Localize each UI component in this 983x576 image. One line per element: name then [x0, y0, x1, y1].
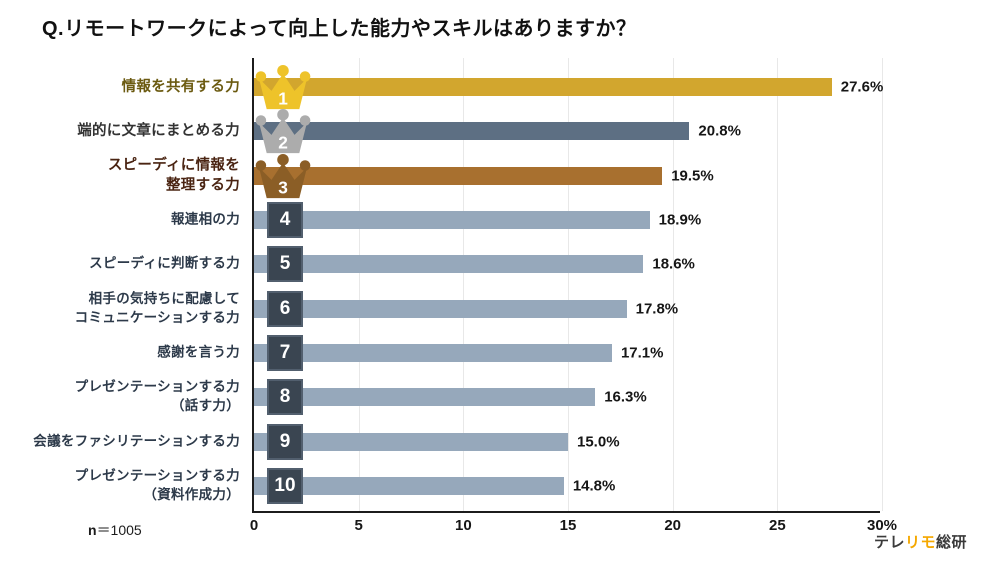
gridline	[672, 58, 674, 511]
brand-logo-part: リモ	[904, 534, 936, 551]
svg-text:1: 1	[278, 88, 288, 108]
sample-size-prefix: n	[88, 522, 97, 538]
x-tick-label: 20	[664, 517, 681, 534]
gridline	[358, 58, 360, 511]
value-label: 18.6%	[652, 255, 695, 273]
rank-number-badge: 7	[267, 334, 303, 371]
crown-icon: 1	[255, 64, 311, 110]
category-label: スピーディに判断する力	[89, 255, 240, 271]
rank-number-badge: 10	[267, 467, 303, 504]
gridline	[463, 58, 465, 511]
rank-crown-badge: 1	[255, 64, 311, 117]
x-tick-label: 15	[559, 517, 577, 534]
value-label: 14.8%	[572, 477, 616, 495]
svg-text:2: 2	[278, 133, 288, 153]
category-label: 端的に文章にまとめる力	[77, 123, 240, 140]
gridline	[568, 58, 569, 511]
value-label: 20.8%	[698, 122, 741, 140]
bar	[254, 343, 612, 362]
category-label: プレゼンテーションする力 （話す力）	[74, 379, 240, 414]
category-label: 会議をファシリテーションする力	[33, 433, 240, 449]
x-tick-label: 5	[354, 517, 363, 534]
bar	[254, 210, 650, 229]
bar	[254, 476, 564, 495]
sample-size-note: n＝1005	[88, 520, 142, 540]
sample-size-value: ＝1005	[96, 522, 142, 538]
value-label: 15.0%	[577, 433, 620, 451]
category-label: 感謝を言う力	[157, 344, 240, 360]
x-tick-label: 10	[454, 517, 472, 534]
brand-logo-part: テレ	[873, 534, 905, 551]
bar	[254, 122, 690, 141]
crown-icon: 3	[255, 153, 311, 198]
rank-number-badge: 6	[267, 290, 303, 327]
rank-number-badge: 8	[267, 379, 303, 416]
category-label: 相手の気持ちに配慮して コミュニケーションする力	[74, 290, 240, 325]
x-tick-label: 30%	[866, 517, 898, 534]
value-label: 17.8%	[635, 300, 679, 318]
svg-text:3: 3	[278, 177, 288, 197]
bar	[254, 432, 568, 451]
bar	[254, 388, 596, 407]
gridline	[777, 58, 779, 511]
category-label: プレゼンテーションする力 （資料作成力）	[74, 468, 240, 502]
x-tick-label: 0	[249, 517, 259, 534]
value-label: 19.5%	[671, 167, 714, 185]
value-label: 17.1%	[620, 344, 664, 362]
rank-number-badge: 9	[267, 423, 303, 460]
category-label: 情報を共有する力	[121, 78, 240, 95]
category-labels-column: 情報を共有する力端的に文章にまとめる力スピーディに情報を 整理する力報連相の力スピ…	[0, 0, 240, 576]
rank-crown-badge: 3	[255, 153, 311, 206]
value-label: 16.3%	[604, 388, 647, 406]
bar	[254, 166, 663, 185]
x-tick-label: 25	[768, 517, 786, 534]
category-label: 報連相の力	[171, 211, 240, 227]
rank-number-badge: 5	[267, 246, 303, 283]
plot-area: 0 5 10 15 20 25 30% 27.6% 1 20.8% 2 19.5% 3 18.9% 4 18.…	[250, 58, 897, 534]
brand-logo: テレリモ総研	[874, 531, 967, 552]
bar	[254, 299, 627, 318]
crown-icon: 2	[255, 109, 311, 154]
bar	[254, 78, 832, 96]
rank-number-badge: 4	[267, 201, 303, 238]
brand-logo-part: 総研	[935, 534, 967, 551]
category-label: スピーディに情報を 整理する力	[107, 157, 240, 194]
chart-title: Q.リモートワークによって向上した能力やスキルはありますか？	[42, 18, 637, 40]
gridline	[882, 58, 883, 511]
rank-crown-badge: 2	[255, 108, 311, 161]
value-label: 27.6%	[840, 78, 884, 96]
value-label: 18.9%	[658, 211, 702, 229]
bar	[254, 255, 644, 274]
